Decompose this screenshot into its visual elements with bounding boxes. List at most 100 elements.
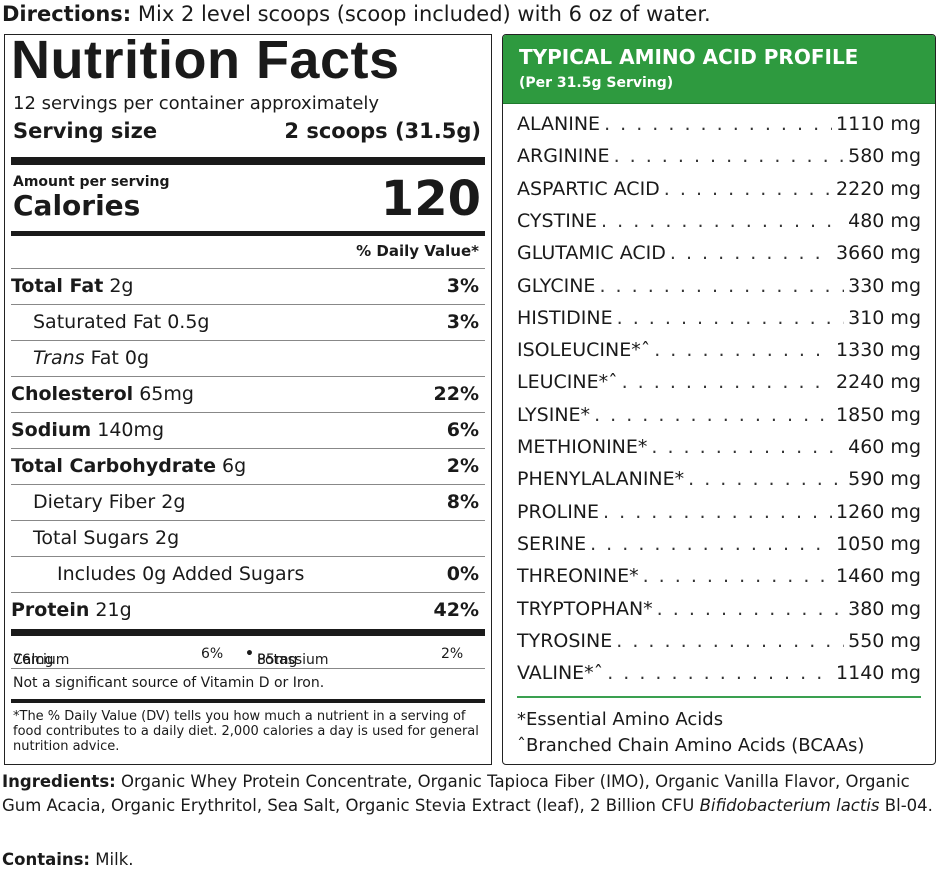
medium-divider xyxy=(11,699,485,703)
amino-row: SERINE 1050 mg xyxy=(517,528,921,560)
bcaa-note: ˆBranched Chain Amino Acids (BCAAs) xyxy=(517,735,865,756)
calories-label: Calories xyxy=(13,189,141,222)
servings-per-container: 12 servings per container approximately xyxy=(13,93,380,114)
nutrient-amount: 6g xyxy=(222,455,247,477)
nutrient-dv: 0% xyxy=(446,563,479,585)
dot-leader xyxy=(604,113,832,135)
amino-name: LEUCINE*ˆ xyxy=(517,371,618,394)
amino-value: 1460 mg xyxy=(836,565,921,588)
amino-name: GLYCINE xyxy=(517,274,596,297)
nutrient-row: Total Sugars 2g xyxy=(11,520,485,555)
nutrient-row: Total Fat 2g 3% xyxy=(11,268,485,303)
nutrient-name: Includes 0g Added Sugars xyxy=(57,563,305,585)
amino-value: 590 mg xyxy=(848,468,921,491)
thick-divider xyxy=(11,629,485,636)
amino-row: LYSINE* 1850 mg xyxy=(517,399,921,431)
nutrient-name: Total Carbohydrate xyxy=(11,455,216,477)
amino-name: TYROSINE xyxy=(517,629,613,652)
amino-name: ASPARTIC ACID xyxy=(517,177,660,200)
minerals-row: Calcium 76mg 6% • Potassium 85mg 2% xyxy=(11,640,485,668)
amino-name: SERINE xyxy=(517,532,587,555)
nutrient-amount: 0.5g xyxy=(167,311,210,333)
amino-name: ISOLEUCINE*ˆ xyxy=(517,339,651,362)
dot-leader xyxy=(654,339,832,361)
amino-divider xyxy=(517,696,921,698)
amino-row: THREONINE* 1460 mg xyxy=(517,560,921,592)
amount-per-serving: Amount per serving xyxy=(13,174,170,190)
nutrient-amount: 140mg xyxy=(97,419,165,441)
ingredients: Ingredients: Organic Whey Protein Concen… xyxy=(2,770,938,818)
nutrient-name: Dietary Fiber xyxy=(33,491,156,513)
dot-leader xyxy=(643,565,832,587)
nutrition-facts-title: Nutrition Facts xyxy=(11,30,400,90)
contains-label: Contains: xyxy=(2,850,91,869)
nutrient-row: Protein 21g 42% xyxy=(11,592,485,627)
amino-acid-panel: TYPICAL AMINO ACID PROFILE (Per 31.5g Se… xyxy=(502,34,936,765)
directions: Directions: Mix 2 level scoops (scoop in… xyxy=(2,2,711,26)
amino-row: GLYCINE 330 mg xyxy=(517,270,921,302)
amino-name: TRYPTOPHAN* xyxy=(517,597,653,620)
dot-leader xyxy=(670,242,832,264)
amino-row: TYROSINE 550 mg xyxy=(517,625,921,657)
amino-value: 580 mg xyxy=(848,145,921,168)
dot-leader xyxy=(617,307,845,329)
amino-value: 2240 mg xyxy=(836,371,921,394)
nutrient-row: Dietary Fiber 2g 8% xyxy=(11,484,485,519)
daily-value-header: % Daily Value* xyxy=(356,242,479,260)
amino-value: 480 mg xyxy=(848,209,921,232)
ingredients-text: Organic Whey Protein Concentrate, Organi… xyxy=(2,772,910,815)
amino-name: THREONINE* xyxy=(517,565,639,588)
serving-size-value: 2 scoops (31.5g) xyxy=(284,119,481,143)
nutrition-facts-panel: Nutrition Facts 12 servings per containe… xyxy=(4,30,492,765)
nutrient-amount: 0g xyxy=(124,347,150,369)
nutrient-amount: 65mg xyxy=(139,383,194,405)
thick-divider xyxy=(11,157,485,165)
amino-value: 330 mg xyxy=(848,274,921,297)
nutrient-name: Total Fat xyxy=(11,275,104,297)
amino-row: ALANINE 1110 mg xyxy=(517,108,921,140)
dot-leader xyxy=(622,371,832,393)
amino-row: PROLINE 1260 mg xyxy=(517,496,921,528)
bullet-separator: • xyxy=(245,646,254,662)
nutrient-name: Sodium xyxy=(11,419,92,441)
dot-leader xyxy=(590,533,832,555)
contains: Contains: Milk. xyxy=(2,850,134,869)
amino-row: ISOLEUCINE*ˆ 1330 mg xyxy=(517,334,921,366)
amino-name: CYSTINE xyxy=(517,209,598,232)
amino-value: 310 mg xyxy=(848,306,921,329)
dot-leader xyxy=(599,275,844,297)
serving-size-label: Serving size xyxy=(13,119,158,143)
not-significant-note: Not a significant source of Vitamin D or… xyxy=(13,675,325,691)
ingredients-text-end: Bl-04. xyxy=(884,796,933,815)
dot-leader xyxy=(594,404,832,426)
nutrient-amount: 2g xyxy=(109,275,134,297)
amino-name: HISTIDINE xyxy=(517,306,613,329)
mineral-dv: 2% xyxy=(441,646,464,662)
nutrient-name: Cholesterol xyxy=(11,383,134,405)
dot-leader xyxy=(688,468,844,490)
nutrient-dv: 3% xyxy=(446,275,479,297)
nutrient-row: Trans Fat 0g xyxy=(11,340,485,375)
nutrient-dv: 3% xyxy=(446,311,479,333)
mineral-amount: 85mg xyxy=(257,652,298,668)
directions-label: Directions: xyxy=(2,2,132,26)
mineral-name: Potassium xyxy=(257,652,329,668)
nutrient-row: Sodium 140mg 6% xyxy=(11,412,485,447)
amino-header: TYPICAL AMINO ACID PROFILE (Per 31.5g Se… xyxy=(503,35,935,104)
amino-name: PROLINE xyxy=(517,500,600,523)
nutrient-name: Trans xyxy=(33,347,85,369)
amino-name: LYSINE* xyxy=(517,403,591,426)
dot-leader xyxy=(603,501,832,523)
amino-row: ASPARTIC ACID 2220 mg xyxy=(517,173,921,205)
dot-leader xyxy=(601,210,844,232)
dot-leader xyxy=(616,630,844,652)
amino-row: METHIONINE* 460 mg xyxy=(517,431,921,463)
essential-note: *Essential Amino Acids xyxy=(517,709,724,730)
ingredients-label: Ingredients: xyxy=(2,772,116,791)
amino-value: 380 mg xyxy=(848,597,921,620)
amino-row: CYSTINE 480 mg xyxy=(517,205,921,237)
amino-value: 1140 mg xyxy=(836,662,921,685)
amino-value: 1050 mg xyxy=(836,532,921,555)
amino-value: 1850 mg xyxy=(836,403,921,426)
amino-row: LEUCINE*ˆ 2240 mg xyxy=(517,366,921,398)
